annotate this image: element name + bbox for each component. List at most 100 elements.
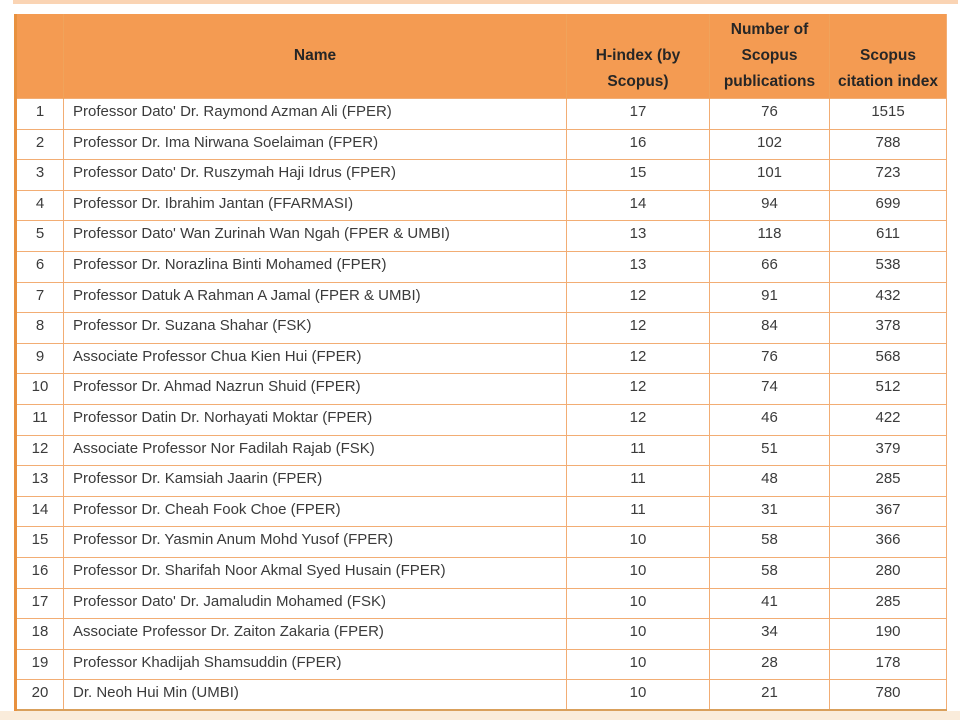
- table-row: 13 Professor Dr. Kamsiah Jaarin (FPER) 11 4…: [15, 465, 947, 497]
- header-publications: Number of Scopus publications: [709, 14, 830, 99]
- table-row: 3 Professor Dato' Dr. Ruszymah Haji Idrus…: [15, 159, 947, 191]
- publications-cell: 58: [709, 556, 830, 589]
- citations-cell: 611: [829, 220, 947, 252]
- h-index-cell: 13: [566, 220, 710, 252]
- rank-cell: 3: [15, 159, 64, 191]
- h-index-cell: 12: [566, 373, 710, 405]
- h-index-cell: 10: [566, 679, 710, 711]
- rank-cell: 5: [15, 220, 64, 252]
- table-row: 14 Professor Dr. Cheah Fook Choe (FPER) 11…: [15, 495, 947, 528]
- h-index-cell: 11: [566, 495, 710, 528]
- name-cell: Professor Datuk A Rahman A Jamal (FPER &…: [63, 281, 567, 314]
- publications-cell: 74: [709, 373, 830, 405]
- top-accent-strip: [13, 0, 958, 4]
- h-index-cell: 12: [566, 312, 710, 344]
- rank-cell: 9: [15, 342, 64, 375]
- rank-cell: 20: [15, 679, 64, 711]
- citations-cell: 788: [829, 128, 947, 161]
- publications-cell: 76: [709, 98, 830, 130]
- rank-cell: 11: [15, 403, 64, 436]
- name-cell: Professor Dr. Suzana Shahar (FSK): [63, 312, 567, 344]
- h-index-cell: 10: [566, 587, 710, 620]
- rank-cell: 17: [15, 587, 64, 620]
- h-index-cell: 13: [566, 250, 710, 283]
- name-cell: Associate Professor Chua Kien Hui (FPER): [63, 342, 567, 375]
- bottom-accent-strip: [0, 711, 960, 720]
- table-row: 17 Professor Dato' Dr. Jamaludin Mohamed …: [15, 587, 947, 620]
- header-h-index: H-index (by Scopus): [566, 14, 710, 99]
- citations-cell: 366: [829, 526, 947, 558]
- name-cell: Professor Dr. Ahmad Nazrun Shuid (FPER): [63, 373, 567, 405]
- name-cell: Professor Dato' Dr. Ruszymah Haji Idrus …: [63, 159, 567, 191]
- publications-cell: 48: [709, 465, 830, 497]
- rank-cell: 10: [15, 373, 64, 405]
- rank-cell: 14: [15, 495, 64, 528]
- rank-cell: 19: [15, 648, 64, 681]
- citations-cell: 723: [829, 159, 947, 191]
- rank-cell: 2: [15, 128, 64, 161]
- table-row: 4 Professor Dr. Ibrahim Jantan (FFARMASI)…: [15, 189, 947, 222]
- table-row: 18 Associate Professor Dr. Zaiton Zakaria…: [15, 618, 947, 650]
- table-row: 7 Professor Datuk A Rahman A Jamal (FPER …: [15, 281, 947, 314]
- table-row: 6 Professor Dr. Norazlina Binti Mohamed (…: [15, 250, 947, 283]
- citations-cell: 780: [829, 679, 947, 711]
- citations-cell: 190: [829, 618, 947, 650]
- citations-cell: 285: [829, 587, 947, 620]
- citations-cell: 378: [829, 312, 947, 344]
- table-row: 1 Professor Dato' Dr. Raymond Azman Ali (…: [15, 98, 947, 130]
- publications-cell: 76: [709, 342, 830, 375]
- rank-cell: 1: [15, 98, 64, 130]
- citations-cell: 699: [829, 189, 947, 222]
- h-index-cell: 12: [566, 342, 710, 375]
- publications-cell: 31: [709, 495, 830, 528]
- table-row: 9 Associate Professor Chua Kien Hui (FPER…: [15, 342, 947, 375]
- publications-cell: 41: [709, 587, 830, 620]
- h-index-cell: 15: [566, 159, 710, 191]
- h-index-cell: 12: [566, 403, 710, 436]
- name-cell: Professor Dr. Yasmin Anum Mohd Yusof (FP…: [63, 526, 567, 558]
- publications-cell: 84: [709, 312, 830, 344]
- header-name: Name: [63, 14, 567, 99]
- publications-cell: 51: [709, 434, 830, 467]
- table-header: Name H-index (by Scopus) Number of Scopu…: [15, 14, 947, 99]
- name-cell: Professor Dr. Kamsiah Jaarin (FPER): [63, 465, 567, 497]
- header-rank: [15, 14, 64, 99]
- table-row: 10 Professor Dr. Ahmad Nazrun Shuid (FPER…: [15, 373, 947, 405]
- publications-cell: 58: [709, 526, 830, 558]
- name-cell: Professor Dr. Ibrahim Jantan (FFARMASI): [63, 189, 567, 222]
- h-index-cell: 11: [566, 465, 710, 497]
- h-index-cell: 10: [566, 648, 710, 681]
- publications-cell: 102: [709, 128, 830, 161]
- rank-cell: 18: [15, 618, 64, 650]
- publications-cell: 34: [709, 618, 830, 650]
- citations-cell: 432: [829, 281, 947, 314]
- table-body: 1 Professor Dato' Dr. Raymond Azman Ali (…: [15, 98, 947, 711]
- publications-cell: 118: [709, 220, 830, 252]
- rank-cell: 15: [15, 526, 64, 558]
- citations-cell: 422: [829, 403, 947, 436]
- rank-cell: 13: [15, 465, 64, 497]
- h-index-cell: 10: [566, 618, 710, 650]
- rank-cell: 16: [15, 556, 64, 589]
- name-cell: Professor Dato' Dr. Raymond Azman Ali (F…: [63, 98, 567, 130]
- h-index-cell: 16: [566, 128, 710, 161]
- h-index-cell: 11: [566, 434, 710, 467]
- name-cell: Professor Khadijah Shamsuddin (FPER): [63, 648, 567, 681]
- table-row: 11 Professor Datin Dr. Norhayati Moktar (…: [15, 403, 947, 436]
- name-cell: Professor Dr. Sharifah Noor Akmal Syed H…: [63, 556, 567, 589]
- citations-cell: 1515: [829, 98, 947, 130]
- publications-cell: 46: [709, 403, 830, 436]
- citations-cell: 379: [829, 434, 947, 467]
- h-index-cell: 10: [566, 526, 710, 558]
- citations-cell: 280: [829, 556, 947, 589]
- name-cell: Professor Dato' Dr. Jamaludin Mohamed (F…: [63, 587, 567, 620]
- name-cell: Professor Dr. Cheah Fook Choe (FPER): [63, 495, 567, 528]
- name-cell: Professor Dato' Wan Zurinah Wan Ngah (FP…: [63, 220, 567, 252]
- table-row: 20 Dr. Neoh Hui Min (UMBI) 10 21 780: [15, 679, 947, 711]
- name-cell: Professor Dr. Norazlina Binti Mohamed (F…: [63, 250, 567, 283]
- header-row: Name H-index (by Scopus) Number of Scopu…: [15, 14, 947, 99]
- publications-cell: 101: [709, 159, 830, 191]
- table-row: 16 Professor Dr. Sharifah Noor Akmal Syed…: [15, 556, 947, 589]
- name-cell: Professor Dr. Ima Nirwana Soelaiman (FPE…: [63, 128, 567, 161]
- rank-cell: 4: [15, 189, 64, 222]
